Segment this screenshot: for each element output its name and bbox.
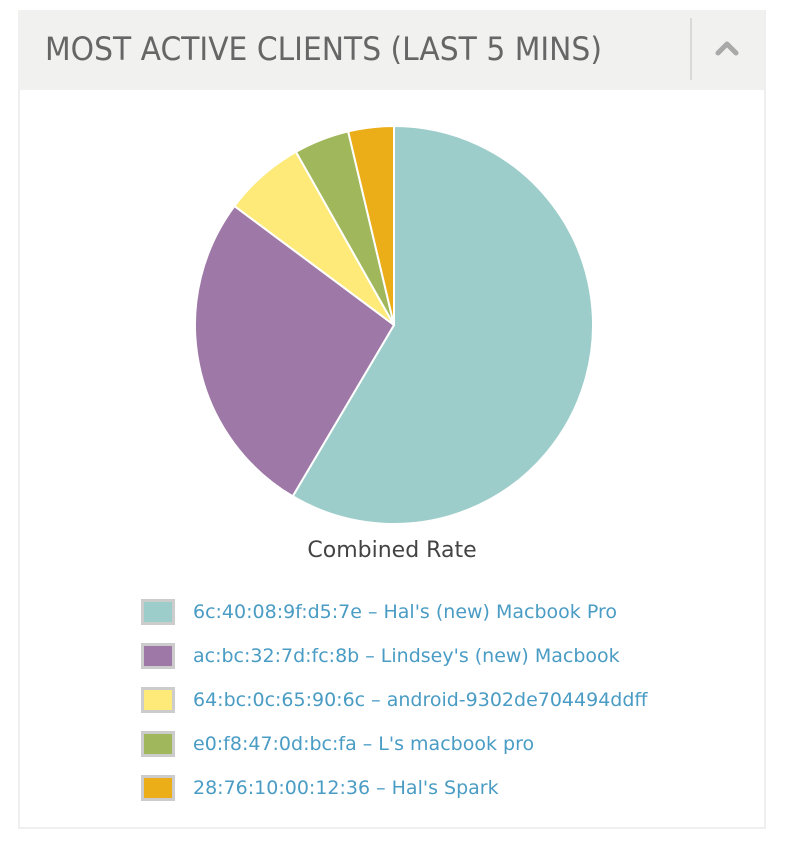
chart-title: Combined Rate [307, 538, 477, 563]
legend-label[interactable]: 28:76:10:00:12:36 – Hal's Spark [193, 777, 499, 799]
legend-swatch [141, 731, 175, 757]
panel-title: MOST ACTIVE CLIENTS (LAST 5 MINS) [45, 30, 602, 68]
pie-slice[interactable] [194, 205, 395, 498]
chevron-up-icon [715, 41, 739, 56]
panel-header: MOST ACTIVE CLIENTS (LAST 5 MINS) [18, 10, 764, 90]
legend-label[interactable]: 64:bc:0c:65:90:6c – android-9302de704494… [193, 689, 648, 711]
legend-swatch [141, 775, 175, 801]
pie-slice[interactable] [347, 125, 395, 326]
legend-item[interactable]: 28:76:10:00:12:36 – Hal's Spark [141, 766, 648, 810]
most-active-clients-panel: MOST ACTIVE CLIENTS (LAST 5 MINS) Combin… [18, 10, 766, 829]
legend-item[interactable]: 64:bc:0c:65:90:6c – android-9302de704494… [141, 678, 648, 722]
pie-slice[interactable] [291, 125, 594, 525]
legend-label[interactable]: 6c:40:08:9f:d5:7e – Hal's (new) Macbook … [193, 601, 617, 623]
pie-chart [194, 125, 594, 525]
legend-item[interactable]: ac:bc:32:7d:fc:8b – Lindsey's (new) Macb… [141, 634, 648, 678]
legend-item[interactable]: e0:f8:47:0d:bc:fa – L's macbook pro [141, 722, 648, 766]
legend-item[interactable]: 6c:40:08:9f:d5:7e – Hal's (new) Macbook … [141, 590, 648, 634]
legend-label[interactable]: e0:f8:47:0d:bc:fa – L's macbook pro [193, 733, 535, 755]
header-divider [690, 18, 692, 80]
legend-swatch [141, 643, 175, 669]
collapse-button[interactable] [694, 10, 764, 90]
chart-legend: 6c:40:08:9f:d5:7e – Hal's (new) Macbook … [141, 590, 648, 810]
legend-swatch [141, 599, 175, 625]
legend-swatch [141, 687, 175, 713]
legend-label[interactable]: ac:bc:32:7d:fc:8b – Lindsey's (new) Macb… [193, 645, 620, 667]
